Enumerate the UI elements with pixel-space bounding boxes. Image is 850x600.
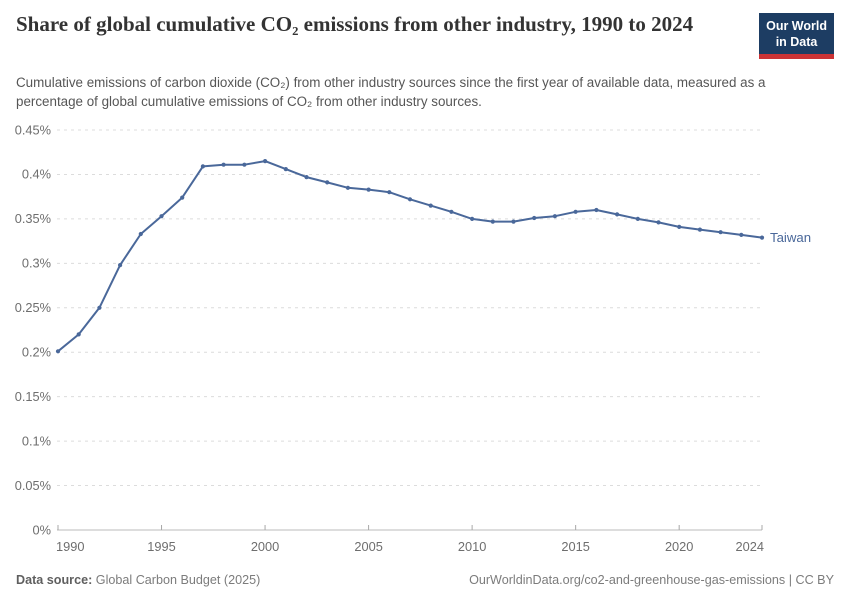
- y-tick-label: 0.25%: [15, 300, 51, 315]
- y-tick-label: 0.3%: [22, 256, 51, 271]
- x-tick-label: 2015: [561, 539, 589, 554]
- data-point[interactable]: [718, 230, 723, 235]
- data-point[interactable]: [97, 305, 102, 310]
- plot-svg: 0% 0.05% 0.1% 0.15% 0.2% 0.25% 0.3% 0.35% 0.4% 0.…: [15, 122, 811, 554]
- data-point[interactable]: [428, 203, 433, 208]
- data-point[interactable]: [263, 159, 268, 164]
- x-axis-ticks: 1990 1995 2000 2005 2010 2015 2020 2024: [56, 525, 764, 554]
- x-tick-label: 2000: [251, 539, 279, 554]
- data-point[interactable]: [573, 209, 578, 214]
- data-point[interactable]: [635, 216, 640, 221]
- data-point[interactable]: [532, 215, 537, 221]
- data-point[interactable]: [407, 197, 413, 202]
- data-point[interactable]: [345, 185, 350, 190]
- y-tick-label: 0.2%: [22, 345, 51, 360]
- y-tick-label: 0.05%: [15, 478, 51, 493]
- data-point[interactable]: [76, 332, 81, 337]
- data-point[interactable]: [449, 209, 454, 214]
- y-tick-label: 0.15%: [15, 389, 51, 404]
- data-source-value: Global Carbon Budget (2025): [92, 573, 261, 587]
- page-title: Share of global cumulative CO₂ emissions…: [16, 12, 694, 36]
- footer: Data source: Global Carbon Budget (2025)…: [16, 573, 834, 587]
- owid-logo-line2: in Data: [775, 35, 818, 50]
- data-point[interactable]: [200, 164, 205, 169]
- data-point[interactable]: [366, 187, 371, 192]
- x-tick-label: 1995: [147, 539, 175, 554]
- y-tick-label: 0.45%: [15, 122, 51, 137]
- data-point[interactable]: [325, 180, 330, 185]
- y-tick-label: 0%: [33, 522, 52, 537]
- data-point[interactable]: [118, 263, 123, 268]
- x-tick-label: 2010: [458, 539, 486, 554]
- owid-logo-line1: Our World: [766, 19, 827, 33]
- data-point[interactable]: [594, 207, 599, 213]
- line-chart[interactable]: 0% 0.05% 0.1% 0.15% 0.2% 0.25% 0.3% 0.35% 0.4% 0.…: [0, 118, 850, 566]
- y-axis-labels: 0% 0.05% 0.1% 0.15% 0.2% 0.25% 0.3% 0.35% 0.4% 0.…: [15, 122, 51, 537]
- data-point[interactable]: [304, 175, 309, 180]
- series-end-label[interactable]: Taiwan: [770, 230, 811, 245]
- y-tick-label: 0.4%: [22, 167, 51, 182]
- data-point[interactable]: [221, 162, 226, 167]
- data-point[interactable]: [242, 162, 247, 167]
- data-source: Data source: Global Carbon Budget (2025): [16, 573, 260, 587]
- data-point[interactable]: [656, 220, 661, 225]
- footer-link[interactable]: OurWorldinData.org/co2-and-greenhouse-ga…: [469, 573, 834, 587]
- data-point[interactable]: [490, 219, 495, 224]
- y-tick-label: 0.35%: [15, 211, 51, 226]
- x-tick-label: 2024: [736, 539, 764, 554]
- data-point[interactable]: [552, 214, 558, 219]
- data-point[interactable]: [387, 190, 392, 195]
- gridlines: [57, 129, 762, 531]
- data-point[interactable]: [55, 349, 61, 354]
- data-source-label: Data source:: [16, 573, 93, 587]
- data-point[interactable]: [138, 231, 143, 237]
- data-point[interactable]: [697, 227, 703, 232]
- data-point[interactable]: [677, 224, 682, 229]
- data-point[interactable]: [759, 235, 765, 240]
- data-point[interactable]: [739, 232, 744, 237]
- data-point[interactable]: [511, 219, 516, 224]
- x-tick-label: 2020: [665, 539, 693, 554]
- data-point[interactable]: [180, 195, 185, 200]
- x-tick-label: 2005: [354, 539, 382, 554]
- series-taiwan[interactable]: Taiwan: [55, 159, 811, 354]
- y-tick-label: 0.1%: [22, 433, 51, 448]
- x-tick-label: 1990: [56, 539, 84, 554]
- data-point[interactable]: [283, 167, 288, 172]
- data-point[interactable]: [615, 212, 620, 217]
- data-point[interactable]: [470, 216, 475, 221]
- data-line[interactable]: [57, 160, 763, 353]
- data-point[interactable]: [159, 214, 164, 219]
- owid-logo[interactable]: Our World in Data: [759, 13, 834, 59]
- chart-subtitle: Cumulative emissions of carbon dioxide (…: [16, 75, 766, 110]
